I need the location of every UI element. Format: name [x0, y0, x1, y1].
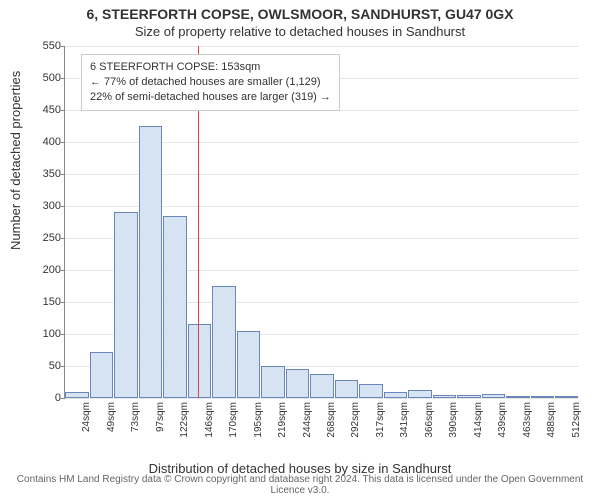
bar	[384, 392, 407, 398]
bar	[261, 366, 284, 398]
bar	[555, 396, 578, 398]
x-tick-label: 122sqm	[179, 402, 183, 438]
y-tick-mark	[61, 78, 65, 79]
y-tick-label: 150	[25, 296, 61, 308]
x-tick-label: 414sqm	[473, 402, 477, 438]
grid-line	[65, 46, 579, 47]
title-subtitle: Size of property relative to detached ho…	[0, 24, 600, 39]
x-tick-label: 244sqm	[302, 402, 306, 438]
bar	[408, 390, 431, 398]
x-tick-label: 463sqm	[522, 402, 526, 438]
x-tick-label: 195sqm	[253, 402, 257, 438]
y-tick-label: 450	[25, 104, 61, 116]
x-tick-label: 97sqm	[155, 402, 159, 432]
x-tick-label: 390sqm	[448, 402, 452, 438]
x-tick-label: 317sqm	[375, 402, 379, 438]
bar	[457, 395, 480, 398]
grid-line	[65, 398, 579, 399]
y-tick-label: 50	[25, 360, 61, 372]
bar	[114, 212, 137, 398]
y-tick-label: 500	[25, 72, 61, 84]
bar	[335, 380, 358, 398]
annotation-line-1: 6 STEERFORTH COPSE: 153sqm	[90, 60, 331, 75]
y-tick-mark	[61, 238, 65, 239]
x-tick-label: 219sqm	[277, 402, 281, 438]
y-tick-label: 350	[25, 168, 61, 180]
x-tick-label: 170sqm	[228, 402, 232, 438]
x-tick-label: 24sqm	[81, 402, 85, 432]
x-tick-label: 146sqm	[204, 402, 208, 438]
x-tick-label: 366sqm	[424, 402, 428, 438]
y-axis-label: Number of detached properties	[8, 71, 23, 250]
y-tick-mark	[61, 270, 65, 271]
x-tick-label: 439sqm	[497, 402, 501, 438]
y-tick-mark	[61, 398, 65, 399]
x-tick-label: 488sqm	[546, 402, 550, 438]
footer-attribution: Contains HM Land Registry data © Crown c…	[0, 474, 600, 496]
bar	[286, 369, 309, 398]
y-tick-mark	[61, 366, 65, 367]
y-tick-label: 300	[25, 200, 61, 212]
bar	[212, 286, 235, 398]
y-tick-label: 250	[25, 232, 61, 244]
annotation-line-3: 22% of semi-detached houses are larger (…	[90, 90, 331, 105]
bar	[237, 331, 260, 398]
y-tick-mark	[61, 174, 65, 175]
chart-plot-area: 05010015020025030035040045050055024sqm49…	[64, 46, 579, 399]
y-tick-label: 400	[25, 136, 61, 148]
annotation-line-2: ← 77% of detached houses are smaller (1,…	[90, 75, 331, 90]
x-tick-label: 292sqm	[350, 402, 354, 438]
y-tick-mark	[61, 46, 65, 47]
y-tick-mark	[61, 206, 65, 207]
y-tick-label: 100	[25, 328, 61, 340]
bar	[163, 216, 186, 398]
bar	[139, 126, 162, 398]
y-tick-mark	[61, 142, 65, 143]
bar	[310, 374, 333, 398]
bar	[65, 392, 88, 398]
y-tick-label: 200	[25, 264, 61, 276]
bar	[359, 384, 382, 398]
x-tick-label: 268sqm	[326, 402, 330, 438]
bar	[188, 324, 211, 398]
bar	[506, 396, 529, 398]
y-tick-mark	[61, 110, 65, 111]
y-tick-mark	[61, 302, 65, 303]
title-address: 6, STEERFORTH COPSE, OWLSMOOR, SANDHURST…	[0, 6, 600, 22]
bar	[90, 352, 113, 398]
bar	[531, 396, 554, 398]
annotation-box: 6 STEERFORTH COPSE: 153sqm ← 77% of deta…	[81, 54, 340, 111]
y-tick-label: 550	[25, 40, 61, 52]
y-tick-label: 0	[25, 392, 61, 404]
x-tick-label: 73sqm	[130, 402, 134, 432]
x-tick-label: 49sqm	[106, 402, 110, 432]
y-tick-mark	[61, 334, 65, 335]
bar	[433, 395, 456, 398]
bar	[482, 394, 505, 398]
x-tick-label: 512sqm	[571, 402, 575, 438]
x-tick-label: 341sqm	[399, 402, 403, 438]
